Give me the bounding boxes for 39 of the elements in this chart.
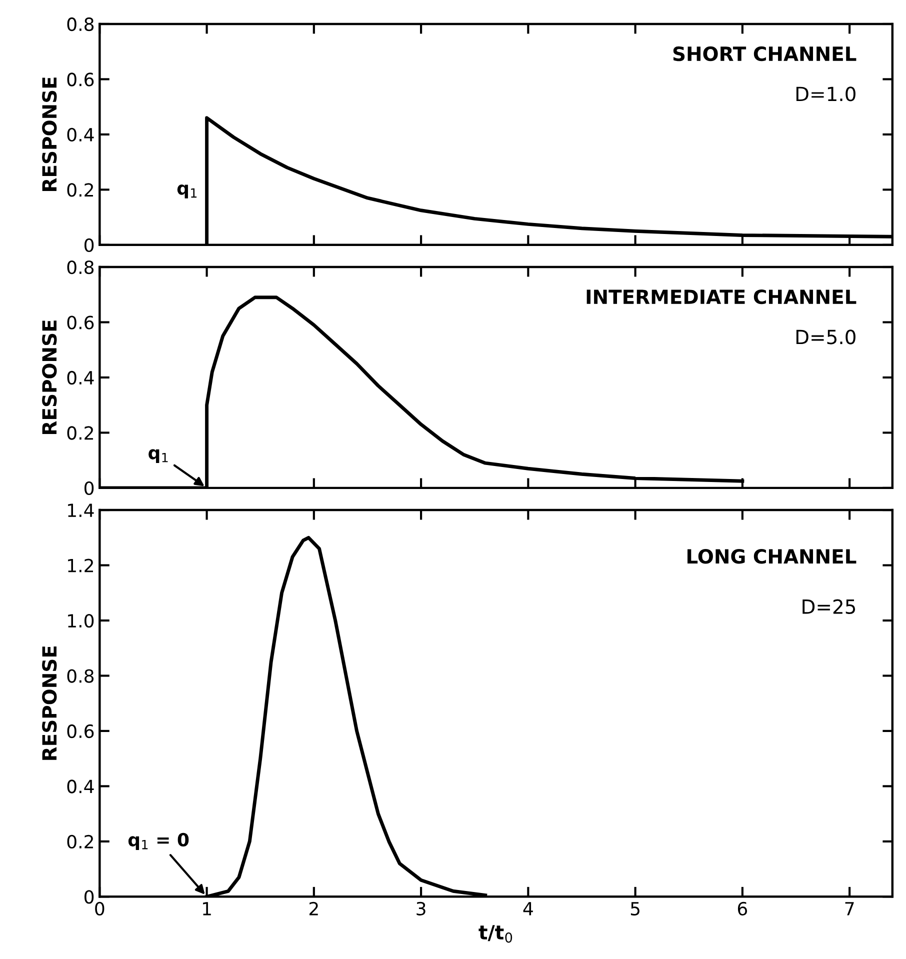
- x-axis-title: t/t$_{0}$: [478, 925, 512, 943]
- y-axis-title: RESPONSE: [42, 320, 57, 434]
- y-tick-label: 0.4: [67, 370, 94, 385]
- y-tick-label: 0.8: [67, 260, 94, 274]
- x-tick-label: 4: [523, 902, 533, 916]
- annotation: q$_{1}$: [177, 184, 197, 198]
- text: D=5.0: [796, 330, 856, 344]
- y-tick-label: 0: [84, 481, 94, 496]
- x-tick-label: 2: [309, 902, 318, 916]
- annotation: q$_{1}$: [148, 449, 168, 463]
- x-tick-label: 6: [738, 902, 748, 916]
- x-tick-label: 5: [630, 902, 640, 916]
- y-tick-label: 0.2: [67, 834, 93, 849]
- y-tick-label: 0.2: [67, 183, 93, 197]
- text: INTERMEDIATE CHANNEL: [586, 289, 856, 304]
- y-tick-label: 0: [84, 890, 94, 904]
- y-tick-label: 1.4: [68, 504, 94, 517]
- y-tick-label: 0.8: [67, 669, 94, 683]
- annotation: q$_{1}$ = 0: [128, 832, 189, 850]
- y-axis-title: RESPONSE: [42, 78, 57, 191]
- x-tick-label: 1: [203, 902, 211, 916]
- y-tick-label: 0.2: [67, 426, 93, 440]
- x-tick-label: 0: [95, 902, 104, 916]
- y-tick-label: 1.2: [68, 558, 93, 572]
- y-tick-label: 0: [84, 238, 94, 252]
- text: LONG CHANNEL: [687, 549, 856, 564]
- y-tick-label: 0.6: [67, 724, 94, 738]
- y-tick-label: 0.6: [67, 316, 94, 330]
- text: D=25: [802, 599, 856, 614]
- y-axis-title: RESPONSE: [42, 646, 57, 760]
- y-tick-label: 0.4: [67, 128, 94, 142]
- y-tick-label: 0.8: [67, 17, 94, 32]
- x-tick-label: 7: [845, 902, 854, 916]
- y-tick-label: 1.0: [68, 614, 94, 628]
- text: SHORT CHANNEL: [673, 46, 856, 62]
- x-tick-label: 3: [416, 902, 426, 916]
- text: D=1.0: [796, 86, 856, 102]
- y-tick-label: 0.4: [67, 780, 94, 794]
- y-tick-label: 0.6: [67, 72, 94, 86]
